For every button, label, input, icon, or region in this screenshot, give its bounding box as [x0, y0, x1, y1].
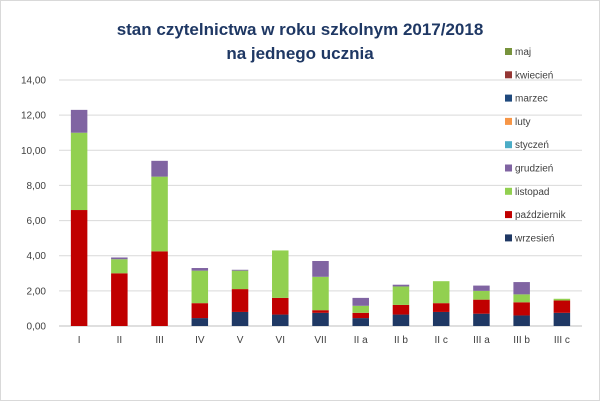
bar-segment	[392, 314, 410, 326]
x-tick-label: III b	[513, 335, 530, 346]
bar-segment	[272, 314, 289, 326]
legend-swatch	[505, 141, 512, 149]
bar-segment	[352, 318, 369, 326]
x-tick-label: II b	[394, 335, 408, 346]
bar-segment	[432, 311, 450, 326]
legend-label: maj	[515, 47, 531, 58]
y-axis: 0,00 2,00 4,00 6,00 8,00 10,00 12,00 14,00	[21, 76, 46, 333]
bar-segment	[513, 315, 530, 326]
y-tick-label: 0,00	[27, 322, 47, 333]
bar-segment	[352, 305, 369, 313]
bar-segment	[513, 282, 530, 295]
chart-title: stan czytelnictwa w roku szkolnym 2017/2…	[116, 20, 484, 39]
bar-segment	[392, 286, 410, 305]
bar-segment	[231, 289, 249, 312]
bar-segment	[70, 109, 88, 133]
x-tick-label: II a	[354, 335, 368, 346]
legend-label: luty	[515, 117, 531, 128]
bar-segment	[70, 210, 88, 326]
bar-segment	[352, 297, 369, 306]
x-tick-label: III c	[554, 335, 570, 346]
bar-segment	[473, 290, 490, 300]
legend-swatch	[505, 164, 512, 172]
y-tick-label: 14,00	[21, 76, 46, 87]
x-axis: I II III IV V VI VII II a II b II c III a III b III …	[78, 335, 570, 346]
bar-segment	[151, 176, 168, 252]
legend-swatch	[505, 117, 512, 125]
y-tick-label: 8,00	[27, 181, 47, 192]
x-tick-label: VI	[276, 335, 285, 346]
legend-swatch	[505, 211, 512, 219]
legend-swatch	[505, 94, 512, 102]
bar-segment	[70, 132, 88, 211]
bar-segment	[553, 312, 571, 326]
chart-title-block: stan czytelnictwa w roku szkolnym 2017/2…	[0, 18, 600, 66]
y-tick-label: 4,00	[27, 251, 47, 262]
bar-segment	[473, 299, 490, 314]
x-tick-label: II c	[435, 335, 448, 346]
bars	[70, 109, 571, 326]
bar-segment	[432, 281, 450, 304]
legend-label: wrzesień	[514, 233, 554, 244]
bar-segment	[111, 257, 128, 260]
legend-swatch	[505, 234, 512, 242]
y-tick-label: 12,00	[21, 111, 46, 122]
bar-segment	[231, 269, 249, 271]
x-tick-label: III	[155, 335, 163, 346]
bar-segment	[473, 285, 490, 291]
bar-segment	[272, 297, 289, 315]
bar-segment	[513, 302, 530, 316]
x-tick-label: III a	[473, 335, 490, 346]
legend-swatch	[505, 187, 512, 195]
y-tick-label: 10,00	[21, 146, 46, 157]
x-tick-label: IV	[195, 335, 205, 346]
legend-swatch	[505, 71, 512, 79]
x-tick-label: I	[78, 335, 81, 346]
bar-segment	[151, 251, 168, 326]
bar-segment	[111, 273, 128, 326]
bar-segment	[191, 318, 209, 326]
bar-segment	[513, 294, 530, 303]
bar-segment	[312, 312, 329, 326]
bar-segment	[111, 259, 128, 274]
bar-segment	[312, 276, 329, 311]
gridlines	[59, 79, 582, 327]
bar-segment	[392, 284, 410, 287]
bar-segment	[312, 260, 329, 277]
chart-subtitle: na jednego ucznia	[226, 44, 374, 63]
legend-label: marzec	[515, 94, 548, 105]
legend-label: kwiecień	[515, 70, 553, 81]
x-tick-label: V	[237, 335, 244, 346]
bar-segment	[312, 310, 329, 313]
legend-label: grudzień	[515, 164, 553, 175]
bar-segment	[191, 270, 209, 304]
x-tick-label: II	[117, 335, 123, 346]
y-tick-label: 2,00	[27, 286, 47, 297]
bar-segment	[231, 311, 249, 326]
y-tick-label: 6,00	[27, 216, 47, 227]
legend: maj kwiecień marzec luty styczeń grudzień list…	[505, 47, 567, 244]
bar-segment	[191, 268, 209, 271]
legend-label: październik	[515, 210, 567, 221]
bar-segment	[473, 313, 490, 326]
bar-segment	[432, 303, 450, 312]
legend-swatch	[505, 48, 512, 55]
bar-segment	[553, 300, 571, 313]
legend-label: listopad	[515, 187, 549, 198]
bar-segment	[553, 298, 571, 301]
bar-segment	[392, 304, 410, 315]
bar-segment	[151, 160, 168, 177]
legend-label: styczeń	[515, 140, 549, 151]
x-tick-label: VII	[314, 335, 326, 346]
bar-segment	[352, 312, 369, 319]
bar-segment	[231, 270, 249, 290]
bar-segment	[272, 250, 289, 298]
bar-segment	[191, 303, 209, 319]
